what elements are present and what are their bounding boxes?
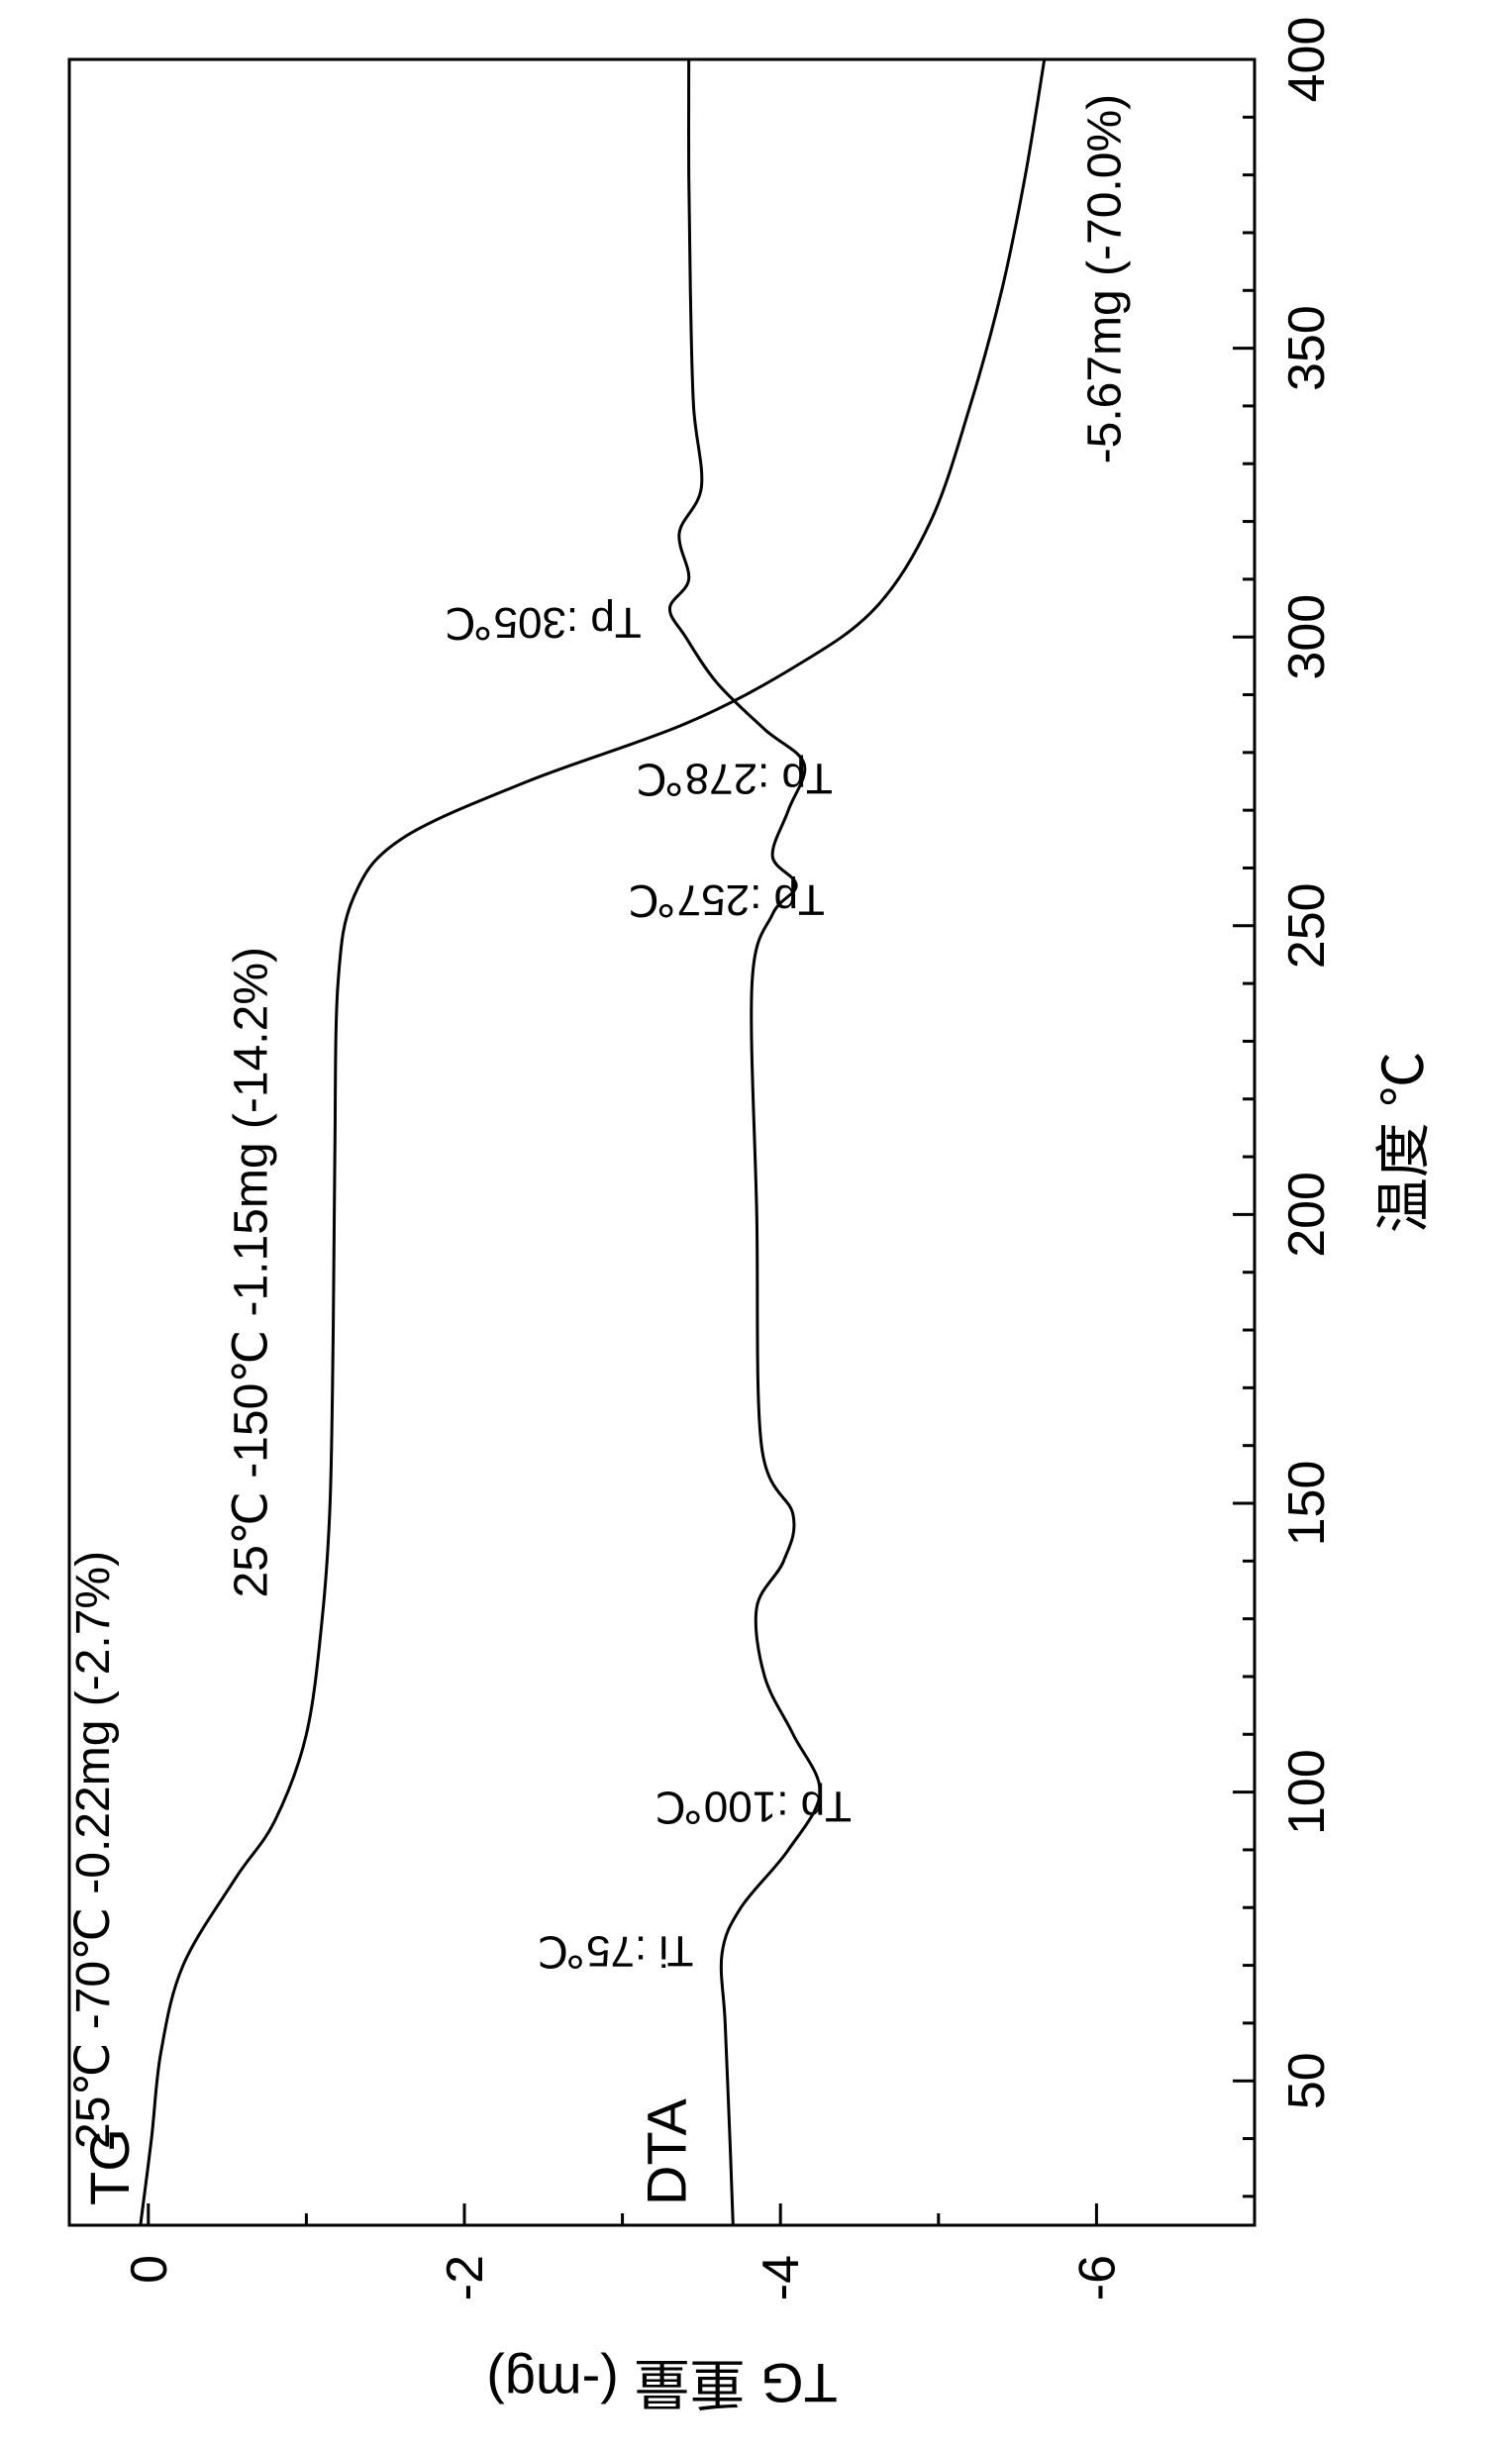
x-tick-label: 400: [1278, 17, 1336, 103]
x-tick-label: 350: [1278, 305, 1336, 391]
y-tick-label: -2: [437, 2255, 494, 2300]
x-tick-label: 250: [1278, 882, 1336, 969]
x-tick-label: 100: [1278, 1749, 1336, 1835]
y-axis-title: TG 重量 (-mg): [486, 2352, 838, 2414]
annot-tg-range1: 25℃ -70℃ -0.22mg (-2.7%): [67, 1551, 120, 2149]
annot-tg-range2: 25℃ -150℃ -1.15mg (-14.2%): [226, 947, 278, 1597]
annot-dta_tp305: Tp :305℃: [445, 598, 642, 647]
y-tick-label: -6: [1068, 2255, 1126, 2300]
annot-dta_tp257: Tp :257℃: [628, 875, 825, 924]
annot-dta_ti75: Ti :75℃: [538, 1926, 694, 1975]
x-tick-label: 150: [1278, 1461, 1336, 1547]
x-tick-label: 50: [1278, 2052, 1336, 2109]
annot-dta_tp278: Tp :278℃: [636, 755, 833, 803]
dta-curve: [669, 59, 820, 2225]
x-tick-label: 200: [1278, 1172, 1336, 1258]
dta-label: DTA: [635, 2098, 697, 2205]
tg-dta-chart: 50 100 150 200 250 300 350 400 温度 ℃ 0 -2 -4 -6 TG 重量 …: [0, 0, 1512, 2453]
x-axis-title: 温度 ℃: [1372, 1052, 1435, 1234]
y-tick-label: 0: [121, 2255, 178, 2284]
y-tick-label: -4: [753, 2255, 810, 2300]
annot-dta_tp100: Tp :100℃: [655, 1783, 852, 1831]
annot-tg-final: -5.67mg (-70.0%): [1078, 94, 1131, 463]
x-tick-label: 300: [1278, 594, 1336, 680]
chart-container: 50 100 150 200 250 300 350 400 温度 ℃ 0 -2 -4 -6 TG 重量 …: [0, 0, 1512, 2453]
